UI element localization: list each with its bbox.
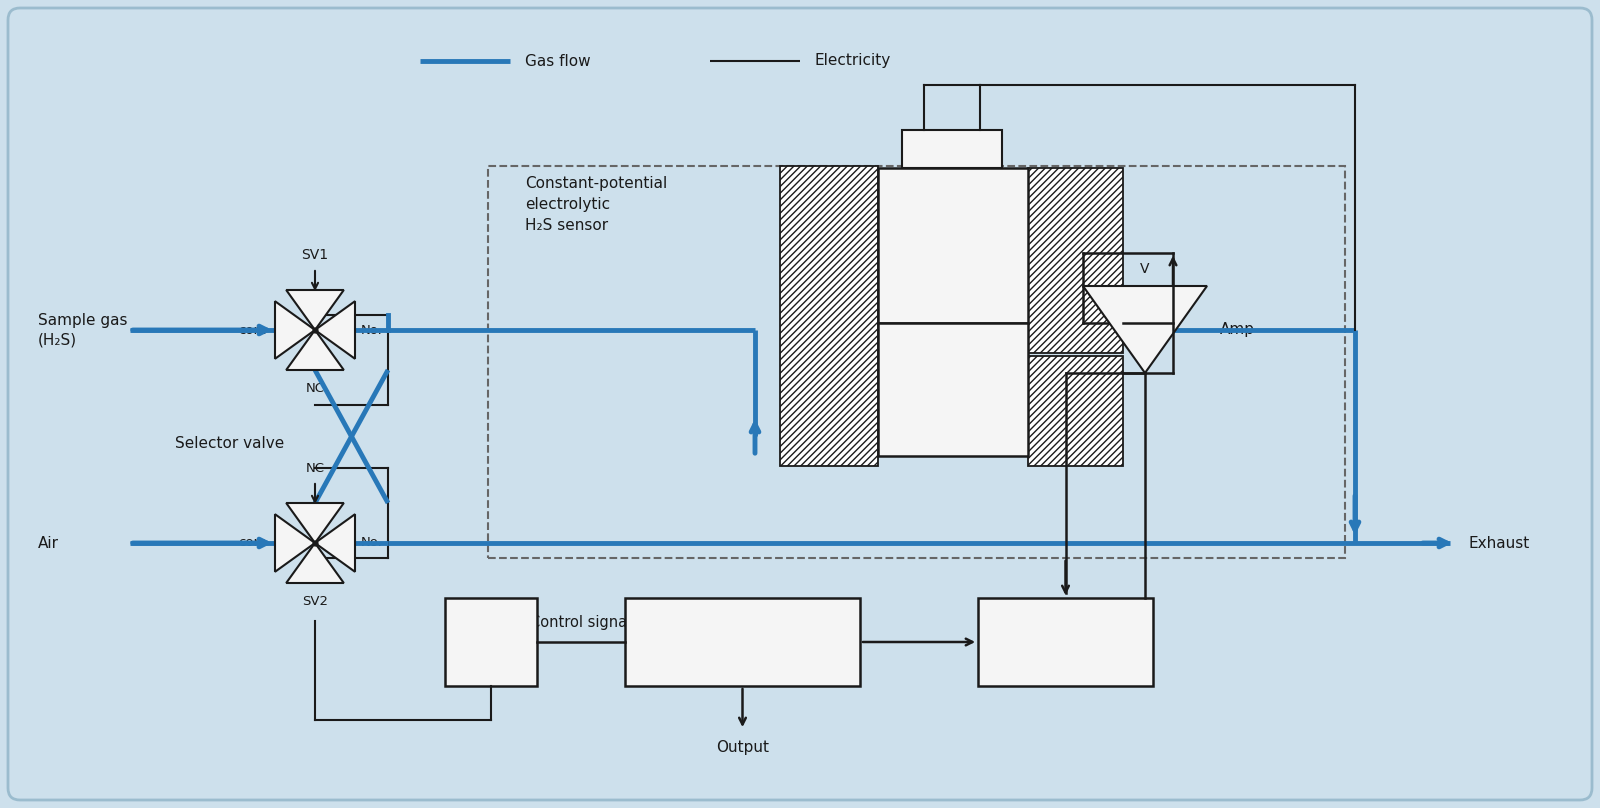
- Text: Exhaust: Exhaust: [1469, 536, 1530, 550]
- Text: Constant-potential
electrolytic
H₂S sensor: Constant-potential electrolytic H₂S sens…: [525, 176, 667, 233]
- Text: NC: NC: [306, 382, 325, 395]
- Bar: [626, 598, 861, 686]
- Text: Sample gas
(H₂S): Sample gas (H₂S): [38, 313, 128, 347]
- Text: Electricity: Electricity: [814, 53, 891, 69]
- Polygon shape: [315, 514, 355, 572]
- Polygon shape: [1083, 286, 1206, 373]
- Polygon shape: [315, 301, 355, 359]
- Bar: [781, 166, 878, 466]
- Text: Selector valve: Selector valve: [174, 436, 285, 451]
- Text: V: V: [1141, 262, 1150, 276]
- Bar: [1027, 168, 1123, 353]
- Bar: [878, 323, 1027, 456]
- Text: SSR: SSR: [475, 634, 506, 650]
- Text: Gas flow: Gas flow: [525, 53, 590, 69]
- FancyBboxPatch shape: [8, 8, 1592, 800]
- Bar: [878, 168, 1027, 323]
- Text: NC: NC: [306, 462, 325, 475]
- Polygon shape: [286, 543, 344, 583]
- Bar: [902, 130, 1002, 168]
- Bar: [1027, 356, 1123, 466]
- Text: com: com: [238, 537, 267, 549]
- Bar: [445, 598, 538, 686]
- Text: No.: No.: [362, 323, 382, 336]
- Text: No.: No.: [362, 537, 382, 549]
- Polygon shape: [275, 514, 315, 572]
- Text: SV1: SV1: [301, 248, 328, 262]
- Polygon shape: [286, 290, 344, 330]
- Polygon shape: [286, 330, 344, 370]
- Text: SV2: SV2: [302, 595, 328, 608]
- Polygon shape: [286, 503, 344, 543]
- Text: Output: Output: [717, 740, 770, 755]
- Text: Microprocessor: Microprocessor: [685, 634, 800, 650]
- Text: Amp: Amp: [1221, 322, 1254, 337]
- Text: A/D conversion: A/D conversion: [1008, 634, 1123, 650]
- Bar: [978, 598, 1154, 686]
- Text: com: com: [238, 323, 267, 336]
- Polygon shape: [275, 301, 315, 359]
- Text: Control signal: Control signal: [530, 615, 632, 630]
- Text: Air: Air: [38, 536, 59, 550]
